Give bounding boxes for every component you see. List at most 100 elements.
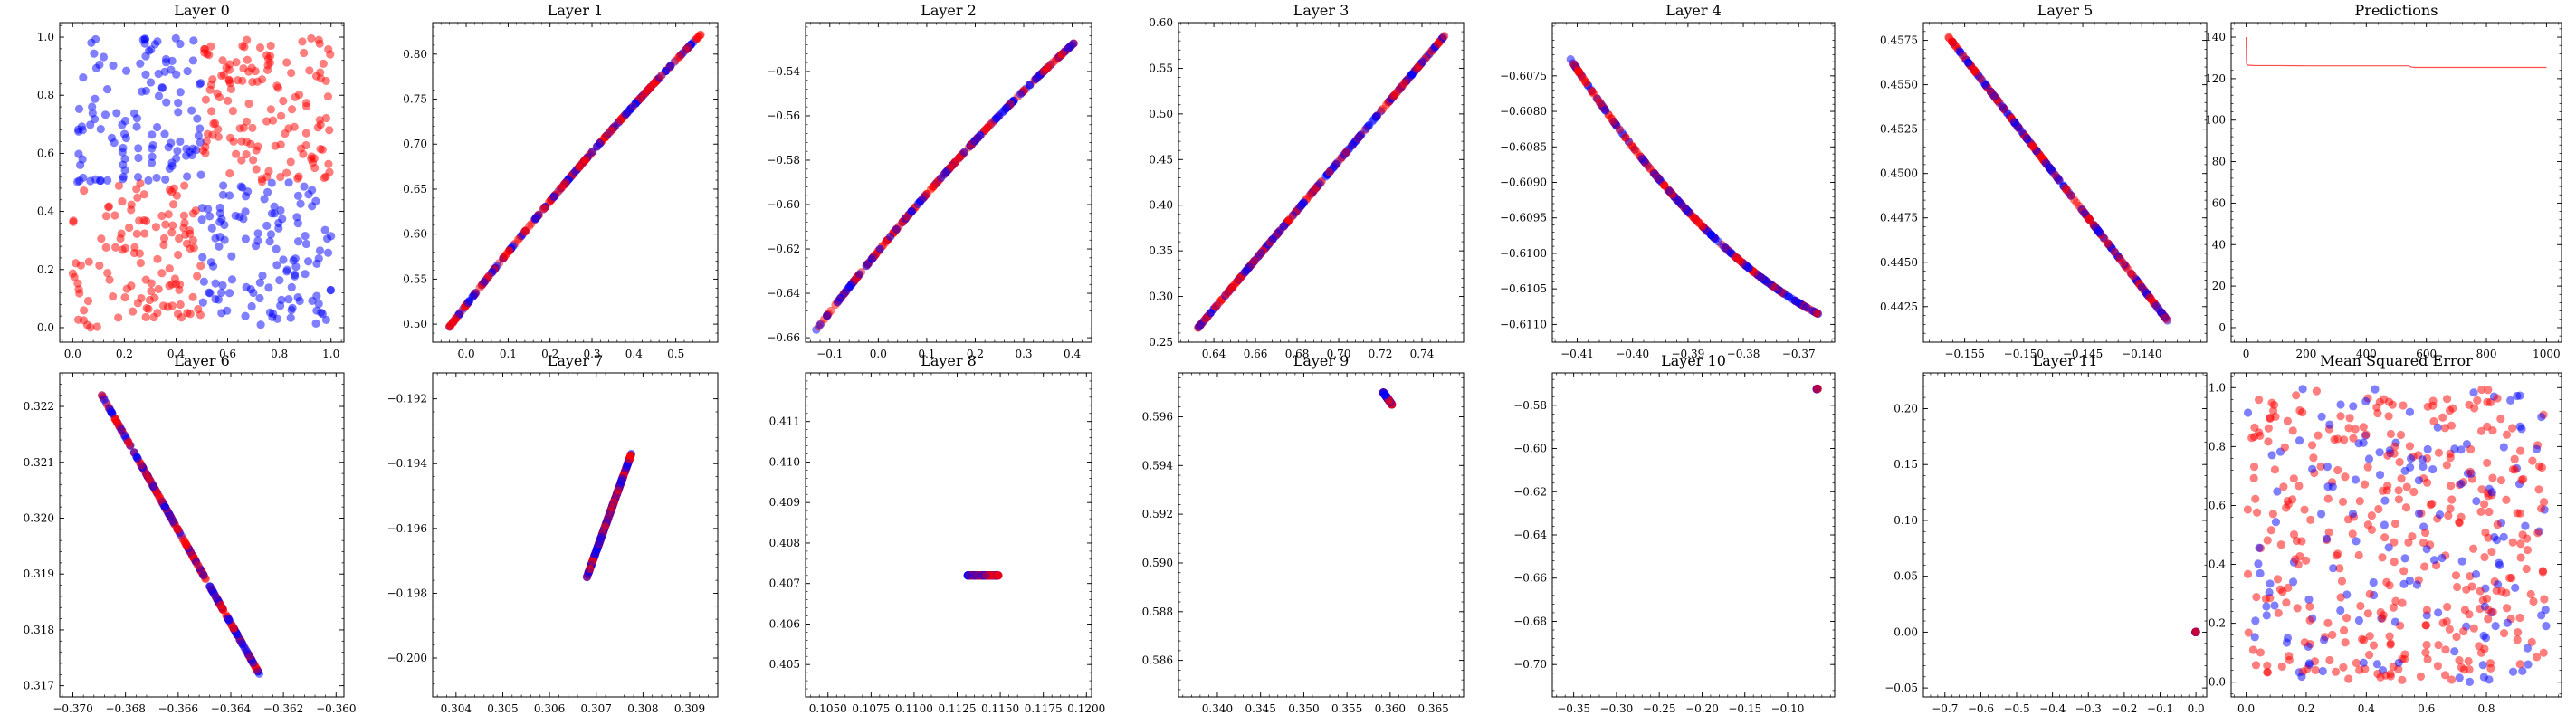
layer0-point bbox=[218, 281, 227, 290]
layer0-point bbox=[153, 309, 162, 318]
layer0-ytick-label: 0.4 bbox=[37, 205, 54, 218]
layer1-point bbox=[575, 162, 584, 172]
layer0-point bbox=[141, 70, 150, 79]
layer0-point bbox=[118, 196, 127, 206]
layer0-point bbox=[272, 244, 281, 253]
layer3-ytick-label: 0.25 bbox=[1149, 336, 1173, 348]
layer4-point bbox=[1802, 303, 1811, 312]
layer3-data bbox=[1194, 32, 1449, 332]
layer6-xtick-label: −0.364 bbox=[211, 702, 252, 715]
layer2-point bbox=[867, 254, 876, 264]
layer0-xtick-label: 0.6 bbox=[219, 348, 236, 360]
layer1-point bbox=[606, 127, 615, 137]
layer0-point bbox=[218, 190, 228, 199]
layer6-xtick-label: −0.370 bbox=[52, 702, 92, 715]
layer0-point bbox=[255, 278, 264, 287]
layer1-point bbox=[587, 148, 597, 157]
layer8-frame bbox=[805, 372, 1092, 698]
layer1-title: Layer 1 bbox=[548, 2, 604, 19]
layer2-point bbox=[984, 122, 993, 131]
layer3-point bbox=[1434, 39, 1443, 48]
layer0-point bbox=[276, 111, 286, 120]
layer1-point bbox=[580, 156, 590, 165]
layer6-point bbox=[173, 525, 183, 534]
layer0-point bbox=[159, 234, 169, 243]
layer0-point bbox=[270, 202, 279, 211]
layer0-point bbox=[232, 149, 241, 158]
layer1-point bbox=[534, 211, 543, 220]
layer3-point bbox=[1305, 191, 1314, 200]
layer0-point bbox=[141, 216, 151, 225]
layer0-point bbox=[224, 96, 233, 105]
layer0-point bbox=[91, 175, 100, 184]
layer0-point bbox=[287, 282, 296, 291]
layer1-point bbox=[513, 235, 523, 244]
layer0-point bbox=[284, 178, 293, 187]
layer0-point bbox=[74, 285, 83, 294]
layer0-point bbox=[90, 49, 99, 58]
layer0-point bbox=[176, 300, 185, 310]
layer6-point bbox=[120, 431, 129, 440]
layer0-point bbox=[168, 200, 178, 209]
layer0-point bbox=[194, 131, 203, 140]
layer0-point bbox=[266, 105, 276, 114]
layer0-point bbox=[134, 153, 143, 163]
layer0-point bbox=[215, 242, 224, 251]
layer1-ytick-label: 0.65 bbox=[403, 183, 427, 196]
layer0-point bbox=[148, 152, 157, 161]
layer0-point bbox=[258, 271, 267, 281]
layer0-point bbox=[287, 105, 297, 114]
layer0-point bbox=[323, 92, 333, 101]
layer0-point bbox=[296, 199, 305, 208]
layer3-ytick-label: 0.30 bbox=[1149, 291, 1173, 303]
layer5-point bbox=[2104, 239, 2113, 248]
layer1-ytick-label: 0.50 bbox=[403, 318, 427, 330]
layer6-point bbox=[126, 441, 135, 450]
layer0-point bbox=[174, 108, 183, 117]
layer2-point bbox=[892, 224, 901, 234]
layer4-point bbox=[1575, 68, 1584, 77]
layer6-point bbox=[224, 615, 234, 625]
layer0-point bbox=[193, 272, 202, 281]
layer6-ytick-label: 0.319 bbox=[24, 568, 54, 580]
layer0-point bbox=[180, 181, 189, 190]
layer5-point bbox=[2041, 158, 2050, 167]
layer7-xtick-label: 0.307 bbox=[581, 702, 612, 715]
layer3-ytick-label: 0.55 bbox=[1149, 62, 1173, 74]
layer0-point bbox=[103, 176, 112, 185]
layer0-point bbox=[129, 307, 138, 316]
layer0-point bbox=[303, 257, 313, 266]
layer0-point bbox=[144, 176, 153, 186]
layer2-frame bbox=[805, 22, 1092, 343]
layer0-point bbox=[301, 129, 310, 138]
layer0-point bbox=[136, 258, 146, 268]
layer0-point bbox=[290, 122, 299, 131]
layer0-point bbox=[298, 37, 307, 46]
layer7-ytick-label: −0.192 bbox=[387, 393, 427, 405]
layer3-point bbox=[1227, 282, 1236, 292]
layer0-point bbox=[223, 306, 232, 315]
layer0-point bbox=[201, 95, 211, 104]
layer0-point bbox=[252, 146, 261, 155]
layer0-point bbox=[265, 237, 274, 246]
predictions-ytick-label: 0 bbox=[2218, 321, 2226, 334]
layer4-xtick-label: −0.38 bbox=[1727, 348, 1760, 360]
layer0-point bbox=[105, 275, 114, 284]
layer8-xtick-label: 0.1050 bbox=[809, 702, 847, 715]
layer1-point bbox=[631, 99, 640, 109]
layer0-point bbox=[312, 259, 321, 268]
layer8-data bbox=[963, 571, 1003, 580]
layer0-point bbox=[262, 65, 272, 74]
layer2-ytick-label: −0.64 bbox=[767, 287, 800, 300]
layer8-ytick-label: 0.409 bbox=[769, 496, 800, 509]
layer6-xtick-label: −0.360 bbox=[316, 702, 356, 715]
layer8-xtick-label: 0.1100 bbox=[895, 702, 933, 715]
layer0-point bbox=[99, 52, 109, 62]
layer3-point bbox=[1206, 309, 1215, 318]
layer0-point bbox=[119, 175, 128, 184]
layer0-point bbox=[86, 120, 95, 129]
predictions-xtick-label: 800 bbox=[2476, 348, 2497, 360]
layer3-ytick-label: 0.50 bbox=[1149, 108, 1173, 120]
layer0-point bbox=[188, 56, 197, 65]
layer0-xtick-label: 0.4 bbox=[167, 348, 185, 360]
